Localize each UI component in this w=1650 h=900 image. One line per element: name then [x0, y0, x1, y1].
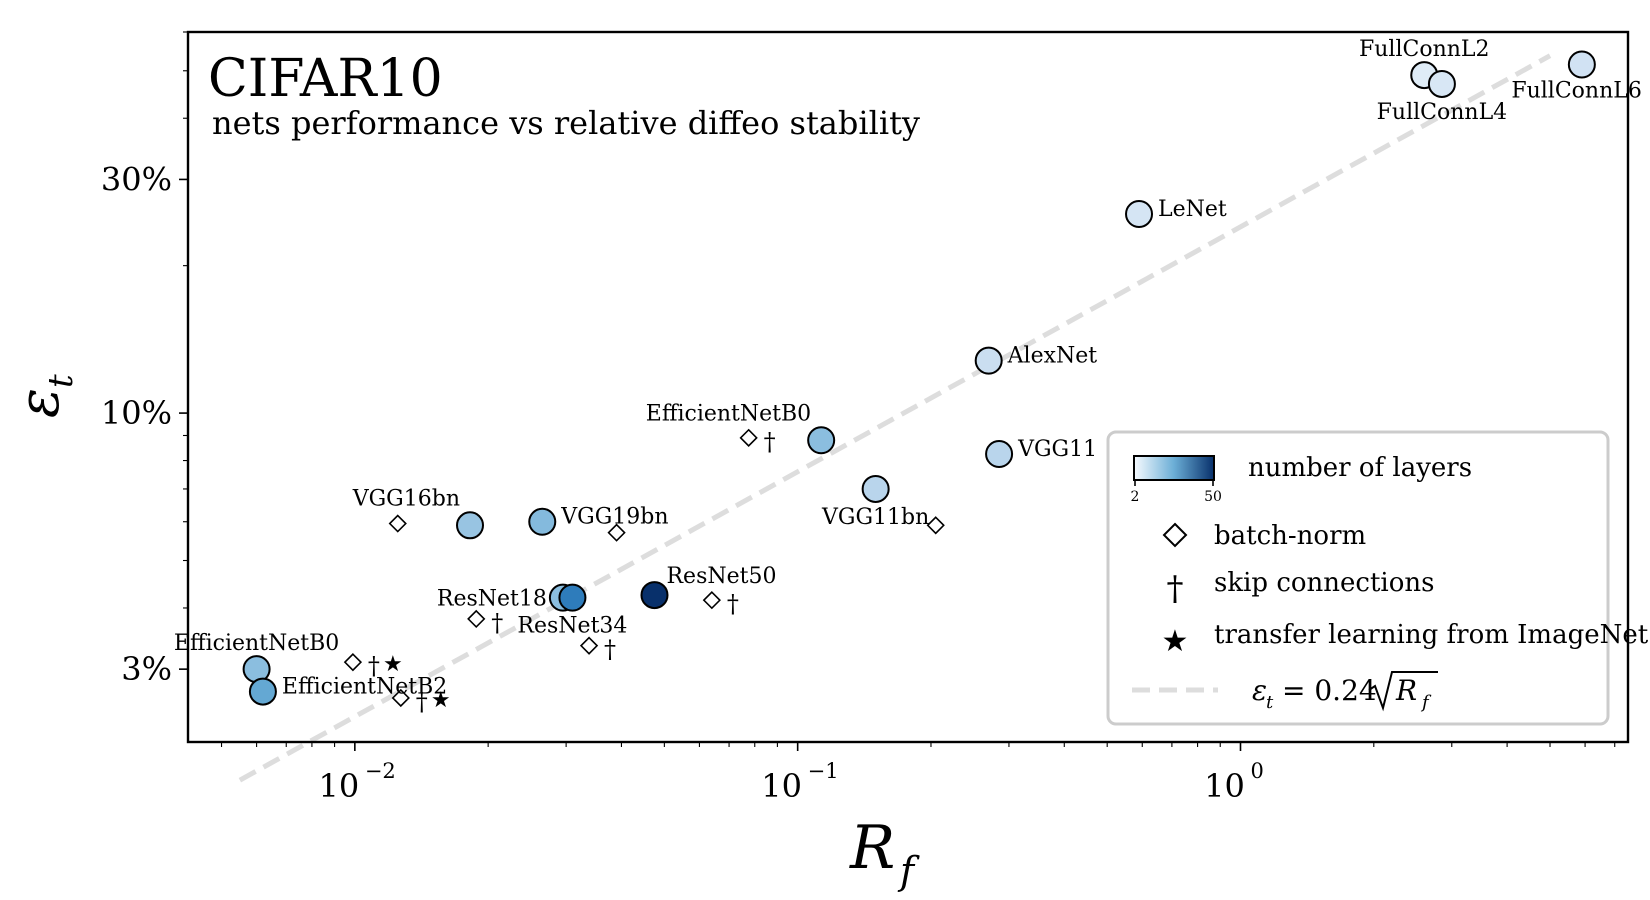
skip-connection-marker: †	[491, 609, 503, 637]
y-tick-label: 30%	[101, 160, 172, 198]
x-tick-label-base: 10	[318, 767, 359, 805]
point-label: VGG11	[1017, 437, 1097, 462]
batch-norm-marker	[467, 609, 486, 629]
x-axis-label-sub: f	[897, 849, 920, 893]
transfer-learning-marker: ★	[431, 688, 451, 713]
skip-connection-marker: †	[416, 688, 428, 716]
skip-connection-marker: †	[604, 636, 616, 664]
legend-label-batchnorm: batch-norm	[1214, 521, 1366, 551]
chart-subtitle: nets performance vs relative diffeo stab…	[212, 104, 920, 142]
x-tick-label-exp: −1	[808, 759, 839, 783]
data-point	[528, 507, 557, 536]
data-point	[861, 474, 890, 503]
y-axis-label-main: ε	[7, 388, 72, 418]
data-point	[558, 583, 587, 612]
fit-line	[238, 53, 1552, 783]
x-tick-label-base: 10	[1204, 767, 1245, 805]
batch-norm-marker	[607, 523, 626, 542]
point-label: VGG11bn	[821, 505, 929, 530]
colorbar-swatch	[1133, 455, 1215, 481]
data-point	[1567, 50, 1596, 79]
x-tick-label-exp: 0	[1250, 759, 1263, 783]
legend: 2 50 number of layers batch-norm † skip …	[1106, 430, 1649, 726]
point-label: ResNet34	[517, 614, 627, 639]
data-point-layer	[242, 50, 1596, 706]
batch-norm-marker	[391, 688, 410, 708]
point-label: EfficientNetB0	[646, 401, 811, 426]
skip-connection-marker: †	[727, 590, 739, 618]
formula-r: R	[1395, 674, 1417, 707]
point-label: LeNet	[1158, 197, 1227, 222]
x-axis-label-main: R	[849, 813, 895, 883]
batch-norm-marker-layer: ††††† ★† ★	[343, 428, 945, 716]
batch-norm-marker	[388, 514, 407, 533]
point-label: ResNet18	[437, 587, 547, 612]
legend-label-transfer: transfer learning from ImageNet	[1214, 620, 1649, 650]
formula-epsilon: ε	[1252, 674, 1267, 707]
axes: 10 −2 10 −1 10 03%10%30%	[101, 30, 1630, 805]
skip-connection-marker: †	[368, 652, 380, 680]
formula-epsilon-sub: t	[1266, 692, 1274, 713]
colorbar-max-label: 50	[1204, 489, 1222, 505]
y-tick-label: 3%	[121, 650, 172, 688]
batch-norm-marker	[926, 516, 945, 535]
legend-label-skip: skip connections	[1214, 568, 1434, 598]
point-label: FullConnL4	[1377, 100, 1508, 125]
y-axis-label-sub: t	[41, 374, 81, 388]
plot-frame	[186, 30, 1630, 744]
legend-fit-formula: ε t = 0.24 R f	[1252, 671, 1438, 713]
formula-coef: = 0.24	[1282, 674, 1377, 707]
skip-connection-marker: †	[764, 428, 776, 456]
data-point	[640, 581, 669, 610]
point-label: ResNet50	[666, 564, 776, 589]
point-label: FullConnL2	[1359, 37, 1490, 62]
data-point	[248, 677, 277, 706]
y-tick-label: 10%	[101, 394, 172, 432]
data-point	[985, 440, 1014, 469]
point-label: FullConnL6	[1511, 78, 1642, 103]
sqrt-sign-icon	[1368, 671, 1438, 712]
transfer-learning-marker: ★	[383, 652, 403, 677]
chart-title: CIFAR10	[208, 49, 443, 109]
legend-label-colorbar: number of layers	[1248, 453, 1472, 483]
y-axis-label: ε t	[7, 374, 81, 418]
colorbar-min-label: 2	[1131, 489, 1140, 505]
data-point	[1427, 69, 1456, 98]
data-point	[1125, 199, 1154, 228]
point-label: EfficientNetB0	[174, 631, 339, 656]
batch-norm-marker	[739, 428, 758, 448]
legend-star-icon: ★	[1162, 624, 1189, 659]
batch-norm-marker	[343, 653, 363, 672]
legend-dagger-icon: †	[1167, 569, 1184, 609]
x-tick-label-base: 10	[761, 767, 802, 805]
legend-frame	[1106, 430, 1610, 726]
data-point	[807, 426, 836, 455]
x-axis-label: R f	[849, 813, 920, 893]
batch-norm-marker	[702, 591, 721, 610]
fit-line-layer	[238, 53, 1552, 783]
point-label: VGG16bn	[352, 486, 460, 511]
point-label: EfficientNetB2	[282, 675, 447, 700]
point-label: AlexNet	[1007, 344, 1098, 369]
point-label: VGG19bn	[560, 505, 668, 530]
data-point	[456, 511, 485, 540]
x-tick-label-exp: −2	[365, 759, 396, 783]
data-point	[974, 346, 1003, 375]
batch-norm-marker	[579, 636, 599, 655]
legend-diamond-icon	[1162, 522, 1188, 548]
